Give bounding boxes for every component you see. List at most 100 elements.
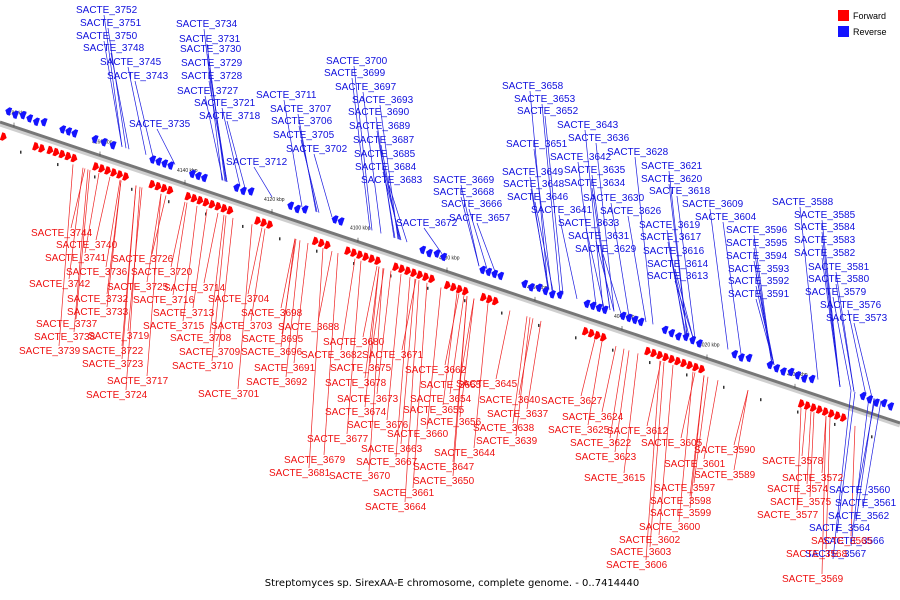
reverse-gene-label: SACTE_3743 [107, 71, 169, 82]
forward-gene-leader [323, 253, 339, 456]
reverse-gene-label: SACTE_3751 [80, 18, 142, 29]
forward-gene-arrow [422, 272, 429, 281]
reverse-gene-arrow [535, 283, 543, 293]
forward-gene-leader [412, 282, 428, 489]
reverse-gene-leader [602, 253, 622, 314]
reverse-gene-label: SACTE_3658 [502, 81, 564, 92]
reverse-gene-label: SACTE_3581 [808, 262, 870, 273]
reverse-gene-label: SACTE_3687 [353, 135, 415, 146]
forward-gene-leader [362, 266, 378, 338]
feature-mark [131, 187, 133, 191]
feature-mark [723, 385, 725, 389]
reverse-gene-leader [103, 14, 123, 147]
forward-gene-arrow [214, 201, 222, 211]
forward-gene-leader [170, 201, 186, 268]
forward-gene-arrow [368, 254, 375, 263]
reverse-gene-arrow [745, 353, 753, 363]
reverse-gene-label: SACTE_3666 [441, 199, 503, 210]
scale-tick-label: 4140 kbp [177, 168, 198, 174]
forward-gene-label: SACTE_3732 [67, 294, 129, 305]
forward-gene-leader [449, 295, 465, 395]
feature-mark [427, 286, 429, 290]
forward-gene-leader [587, 341, 603, 426]
forward-gene-leader [459, 298, 475, 381]
reverse-gene-leader [107, 27, 127, 149]
forward-gene-leader [247, 227, 263, 295]
reverse-gene-leader [610, 202, 630, 317]
forward-gene-label: SACTE_3637 [487, 409, 549, 420]
forward-gene-arrow [110, 168, 117, 177]
forward-gene-arrow [116, 170, 123, 179]
legend-forward-swatch [838, 10, 849, 21]
reverse-gene-arrow [479, 265, 487, 275]
reverse-gene-label: SACTE_3596 [726, 225, 788, 236]
forward-gene-label: SACTE_3578 [762, 456, 824, 467]
legend-reverse-swatch [838, 26, 849, 37]
forward-gene-leader [105, 180, 121, 268]
forward-gene-label: SACTE_3737 [36, 319, 98, 330]
feature-mark [612, 348, 614, 352]
reverse-gene-leader [221, 107, 241, 187]
forward-gene-leader [192, 209, 208, 309]
forward-gene-arrow [461, 286, 469, 296]
forward-gene-leader [250, 228, 266, 322]
reverse-gene-arrow [426, 249, 433, 258]
forward-gene-leader [70, 168, 86, 229]
reverse-gene-leader [709, 208, 729, 350]
feature-mark [353, 262, 355, 266]
forward-gene-arrow [104, 166, 111, 175]
reverse-gene-leader [676, 195, 696, 339]
forward-gene-label: SACTE_3715 [143, 321, 205, 332]
forward-gene-arrow [190, 193, 198, 203]
forward-gene-label: SACTE_3650 [413, 476, 475, 487]
feature-mark [649, 361, 651, 365]
forward-gene-label: SACTE_3590 [694, 445, 756, 456]
forward-gene-label: SACTE_3713 [153, 308, 215, 319]
forward-gene-leader [518, 318, 534, 396]
forward-gene-label: SACTE_3569 [782, 574, 844, 585]
reverse-gene-arrow [440, 252, 448, 262]
forward-gene-label: SACTE_3662 [405, 365, 467, 376]
reverse-gene-label: SACTE_3643 [557, 120, 619, 131]
reverse-gene-label: SACTE_3594 [726, 251, 788, 262]
forward-gene-arrow [404, 266, 411, 275]
forward-gene-arrow [344, 246, 351, 255]
reverse-gene-label: SACTE_3626 [600, 206, 662, 217]
reverse-gene-leader [476, 222, 496, 272]
forward-gene-arrow [64, 151, 72, 161]
forward-gene-leader [623, 353, 639, 474]
reverse-gene-arrow [109, 141, 117, 150]
reverse-gene-arrow [12, 110, 19, 119]
reverse-gene-leader [208, 67, 228, 182]
forward-gene-arrow [356, 250, 363, 259]
feature-mark [168, 200, 170, 204]
forward-gene-label: SACTE_3733 [67, 307, 129, 318]
forward-gene-label: SACTE_3664 [365, 502, 427, 513]
forward-gene-leader [121, 185, 137, 360]
reverse-gene-label: SACTE_3621 [641, 161, 703, 172]
reverse-gene-label: SACTE_3750 [76, 31, 138, 42]
reverse-gene-label: SACTE_3728 [181, 71, 243, 82]
reverse-gene-leader [351, 77, 371, 230]
forward-leader-lines [58, 164, 856, 575]
reverse-gene-leader [530, 188, 550, 290]
reverse-gene-label: SACTE_3595 [726, 238, 788, 249]
reverse-gene-leader [755, 285, 775, 365]
feature-mark [279, 237, 281, 241]
reverse-gene-label: SACTE_3617 [640, 232, 702, 243]
forward-gene-arrow [260, 218, 267, 227]
reverse-gene-arrow [247, 187, 255, 196]
reverse-gene-arrow [631, 315, 639, 325]
forward-gene-label: SACTE_3717 [107, 376, 169, 387]
forward-gene-label: SACTE_3741 [45, 253, 107, 264]
reverse-gene-label: SACTE_3579 [805, 287, 867, 298]
forward-gene-leader [614, 350, 630, 453]
feature-mark [205, 212, 207, 216]
reverse-gene-arrow [189, 169, 196, 179]
forward-gene-label: SACTE_3589 [694, 470, 756, 481]
forward-gene-arrow [485, 294, 493, 304]
reverse-gene-label: SACTE_3705 [273, 130, 335, 141]
forward-gene-label: SACTE_3639 [476, 436, 538, 447]
forward-gene-label: SACTE_3644 [434, 448, 496, 459]
forward-gene-leader [368, 268, 384, 472]
